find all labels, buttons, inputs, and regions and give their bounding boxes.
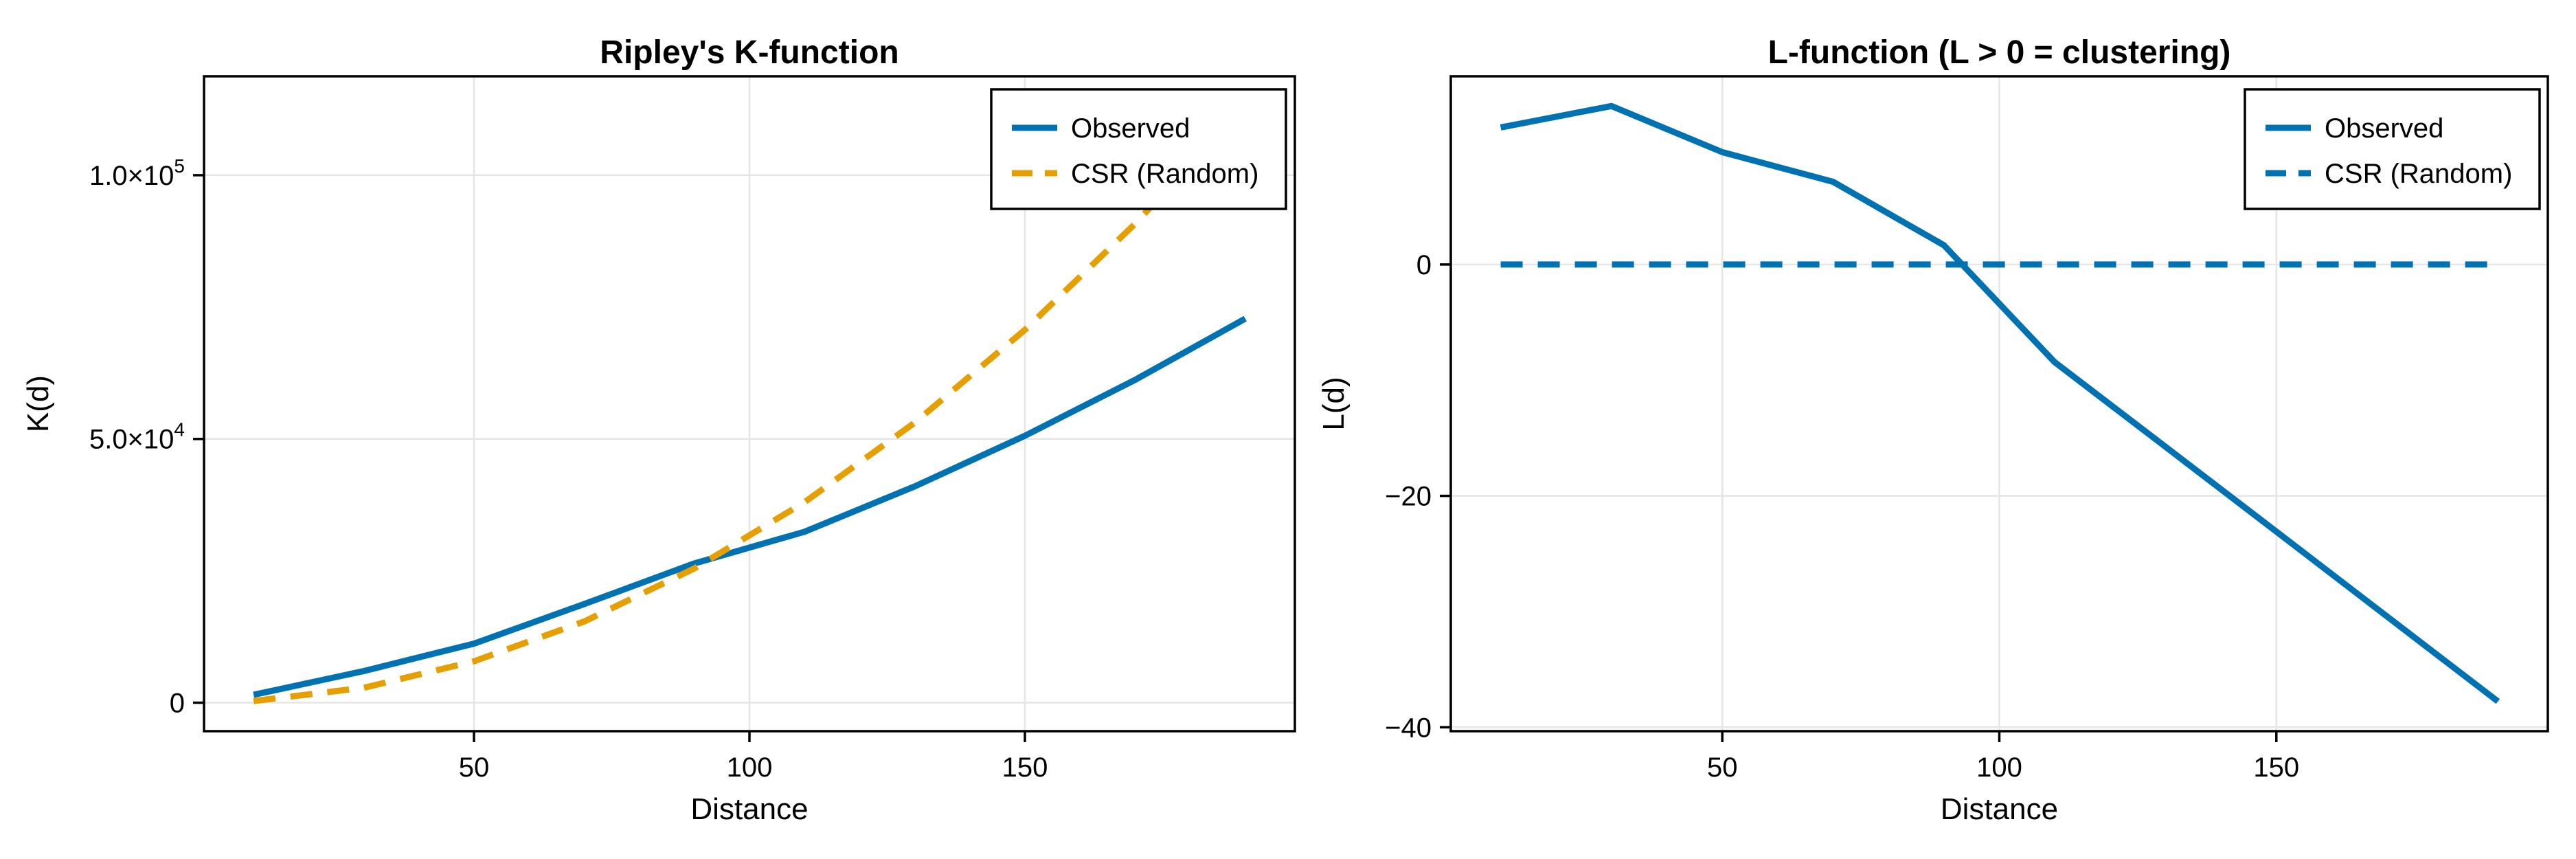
legend: Observed CSR (Random) (2244, 88, 2541, 210)
y-axis-label: K(d) (21, 375, 55, 432)
chart-title: L-function (L > 0 = clustering) (1768, 34, 2231, 71)
y-axis-label: L(d) (1317, 377, 1351, 430)
x-tick-label: 100 (727, 752, 773, 783)
legend-item-csr: CSR (Random) (1012, 159, 1258, 189)
y-tick-label: −40 (1385, 713, 1432, 743)
legend-item-observed: Observed (1012, 113, 1190, 144)
panel-k-function: 50 100 150 0 5.0×104 1.0×105 Ripley's K-functi… (21, 34, 1296, 826)
panel-l-function: 50 100 150 0 −20 −40 L-function (L > 0 = clust… (1317, 34, 2549, 826)
legend-label: CSR (Random) (1071, 159, 1258, 189)
x-axis-label: Distance (690, 792, 808, 826)
y-tick-label: 5.0×104 (89, 419, 185, 455)
legend-label: Observed (1071, 113, 1190, 144)
x-tick-label: 150 (2253, 752, 2299, 783)
x-tick-label: 100 (1976, 752, 2022, 783)
legend-item-observed: Observed (2266, 113, 2443, 144)
legend-box (990, 88, 1287, 210)
x-tick-label: 50 (1707, 752, 1738, 783)
legend-label: Observed (2325, 113, 2443, 144)
legend: Observed CSR (Random) (990, 88, 1287, 210)
y-tick-label: 0 (170, 689, 185, 719)
legend-label: CSR (Random) (2325, 159, 2512, 189)
legend-box (2244, 88, 2541, 210)
y-tick-label: 0 (1416, 250, 1432, 280)
x-tick-label: 150 (1002, 752, 1048, 783)
y-tick-label: 1.0×105 (89, 155, 185, 191)
csr-series-line (253, 104, 1248, 704)
observed-series-line (253, 315, 1247, 698)
x-axis-label: Distance (1941, 792, 2058, 826)
y-tick-label: −20 (1385, 482, 1432, 512)
legend-item-csr: CSR (Random) (2266, 159, 2512, 189)
observed-series-line (1500, 102, 2500, 704)
chart-title: Ripley's K-function (600, 34, 899, 71)
x-tick-label: 50 (459, 752, 490, 783)
